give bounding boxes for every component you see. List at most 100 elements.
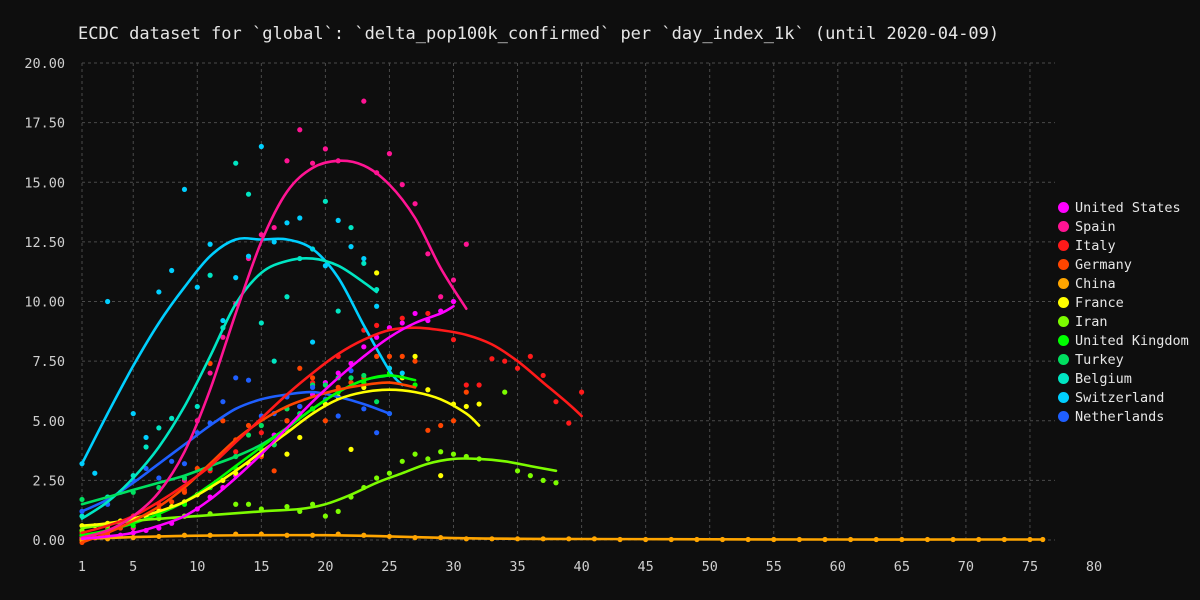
point-spain bbox=[425, 251, 431, 257]
point-belgium bbox=[245, 191, 252, 197]
point-turkey bbox=[361, 372, 367, 379]
point-germany bbox=[181, 489, 188, 495]
point-switzerland bbox=[143, 434, 149, 441]
legend-label: China bbox=[1075, 275, 1116, 292]
legend-label: Germany bbox=[1075, 256, 1132, 273]
point-united-states bbox=[412, 310, 418, 317]
point-germany bbox=[297, 365, 303, 371]
x-tick-label: 10 bbox=[189, 559, 205, 575]
x-tick-label: 25 bbox=[381, 559, 397, 575]
point-belgium bbox=[348, 224, 354, 231]
y-tick-label: 7.50 bbox=[32, 354, 65, 370]
point-iran bbox=[284, 504, 290, 510]
point-belgium bbox=[207, 272, 213, 278]
point-italy bbox=[374, 322, 380, 328]
point-france bbox=[297, 434, 303, 441]
x-tick-label: 70 bbox=[958, 559, 974, 575]
point-iran bbox=[553, 480, 559, 486]
point-france bbox=[348, 446, 354, 452]
trend-line-switzerland bbox=[80, 236, 404, 465]
point-spain bbox=[361, 98, 367, 104]
point-united-states bbox=[399, 320, 405, 326]
point-germany bbox=[425, 427, 431, 433]
x-tick-label: 80 bbox=[1086, 559, 1102, 575]
y-tick-label: 0.00 bbox=[32, 533, 65, 549]
point-germany bbox=[463, 389, 469, 395]
y-tick-label: 12.50 bbox=[24, 235, 65, 251]
point-netherlands bbox=[143, 465, 149, 472]
point-netherlands bbox=[361, 406, 367, 412]
trend-line-belgium bbox=[80, 257, 378, 520]
point-belgium bbox=[361, 260, 367, 266]
point-iran bbox=[540, 477, 546, 483]
legend-label: France bbox=[1075, 294, 1124, 311]
point-iran bbox=[245, 501, 252, 507]
point-germany bbox=[220, 418, 226, 424]
legend-swatch bbox=[1058, 240, 1069, 251]
point-france bbox=[374, 270, 380, 276]
point-netherlands bbox=[309, 384, 316, 390]
point-spain bbox=[207, 370, 213, 376]
point-spain bbox=[271, 224, 277, 231]
point-switzerland bbox=[284, 220, 290, 226]
point-belgium bbox=[143, 444, 149, 450]
point-belgium bbox=[258, 320, 264, 326]
point-france bbox=[463, 403, 469, 410]
point-switzerland bbox=[220, 317, 226, 324]
x-tick-label: 60 bbox=[830, 559, 846, 575]
point-belgium bbox=[194, 403, 200, 410]
point-spain bbox=[438, 294, 444, 300]
point-germany bbox=[399, 353, 405, 359]
legend-item-united-kingdom: United Kingdom bbox=[1058, 331, 1189, 350]
y-tick-label: 2.50 bbox=[32, 473, 65, 489]
point-spain bbox=[309, 160, 316, 166]
legend-swatch bbox=[1058, 259, 1069, 270]
point-iran bbox=[527, 473, 533, 479]
legend-swatch bbox=[1058, 335, 1069, 346]
point-switzerland bbox=[361, 255, 367, 262]
x-tick-label: 40 bbox=[573, 559, 589, 575]
legend-swatch bbox=[1058, 278, 1069, 289]
point-spain bbox=[399, 182, 405, 188]
point-italy bbox=[399, 315, 405, 321]
point-belgium bbox=[335, 308, 341, 314]
trend-line-united-kingdom bbox=[80, 374, 417, 537]
point-italy bbox=[566, 420, 572, 426]
point-netherlands bbox=[245, 377, 252, 383]
legend-item-spain: Spain bbox=[1058, 217, 1189, 236]
trend-line-spain bbox=[80, 159, 468, 539]
point-iran bbox=[399, 458, 405, 464]
point-germany bbox=[386, 353, 393, 359]
point-turkey bbox=[79, 496, 85, 503]
point-turkey bbox=[258, 422, 264, 429]
point-united-states bbox=[361, 344, 367, 350]
point-switzerland bbox=[258, 143, 264, 150]
point-switzerland bbox=[348, 244, 354, 250]
point-turkey bbox=[348, 375, 354, 381]
point-turkey bbox=[374, 399, 380, 405]
point-italy bbox=[502, 358, 508, 364]
point-switzerland bbox=[322, 263, 328, 269]
legend-item-united-states: United States bbox=[1058, 198, 1189, 217]
point-iran bbox=[386, 470, 393, 476]
legend-swatch bbox=[1058, 221, 1069, 232]
point-spain bbox=[284, 158, 290, 164]
point-germany bbox=[207, 360, 213, 367]
point-iran bbox=[335, 508, 341, 514]
point-switzerland bbox=[194, 284, 200, 290]
point-belgium bbox=[271, 358, 277, 364]
legend: United States Spain Italy Germany China Franc… bbox=[1058, 198, 1189, 426]
point-belgium bbox=[284, 294, 290, 300]
legend-label: Netherlands bbox=[1075, 408, 1165, 425]
x-tick-label: 50 bbox=[702, 559, 718, 575]
legend-item-china: China bbox=[1058, 274, 1189, 293]
x-tick-label: 5 bbox=[129, 559, 137, 575]
legend-label: Switzerland bbox=[1075, 389, 1165, 406]
point-germany bbox=[271, 468, 277, 474]
point-switzerland bbox=[105, 298, 111, 305]
x-tick-label: 1 bbox=[78, 559, 86, 575]
point-netherlands bbox=[156, 475, 162, 481]
legend-item-netherlands: Netherlands bbox=[1058, 407, 1189, 426]
point-spain bbox=[297, 127, 303, 133]
